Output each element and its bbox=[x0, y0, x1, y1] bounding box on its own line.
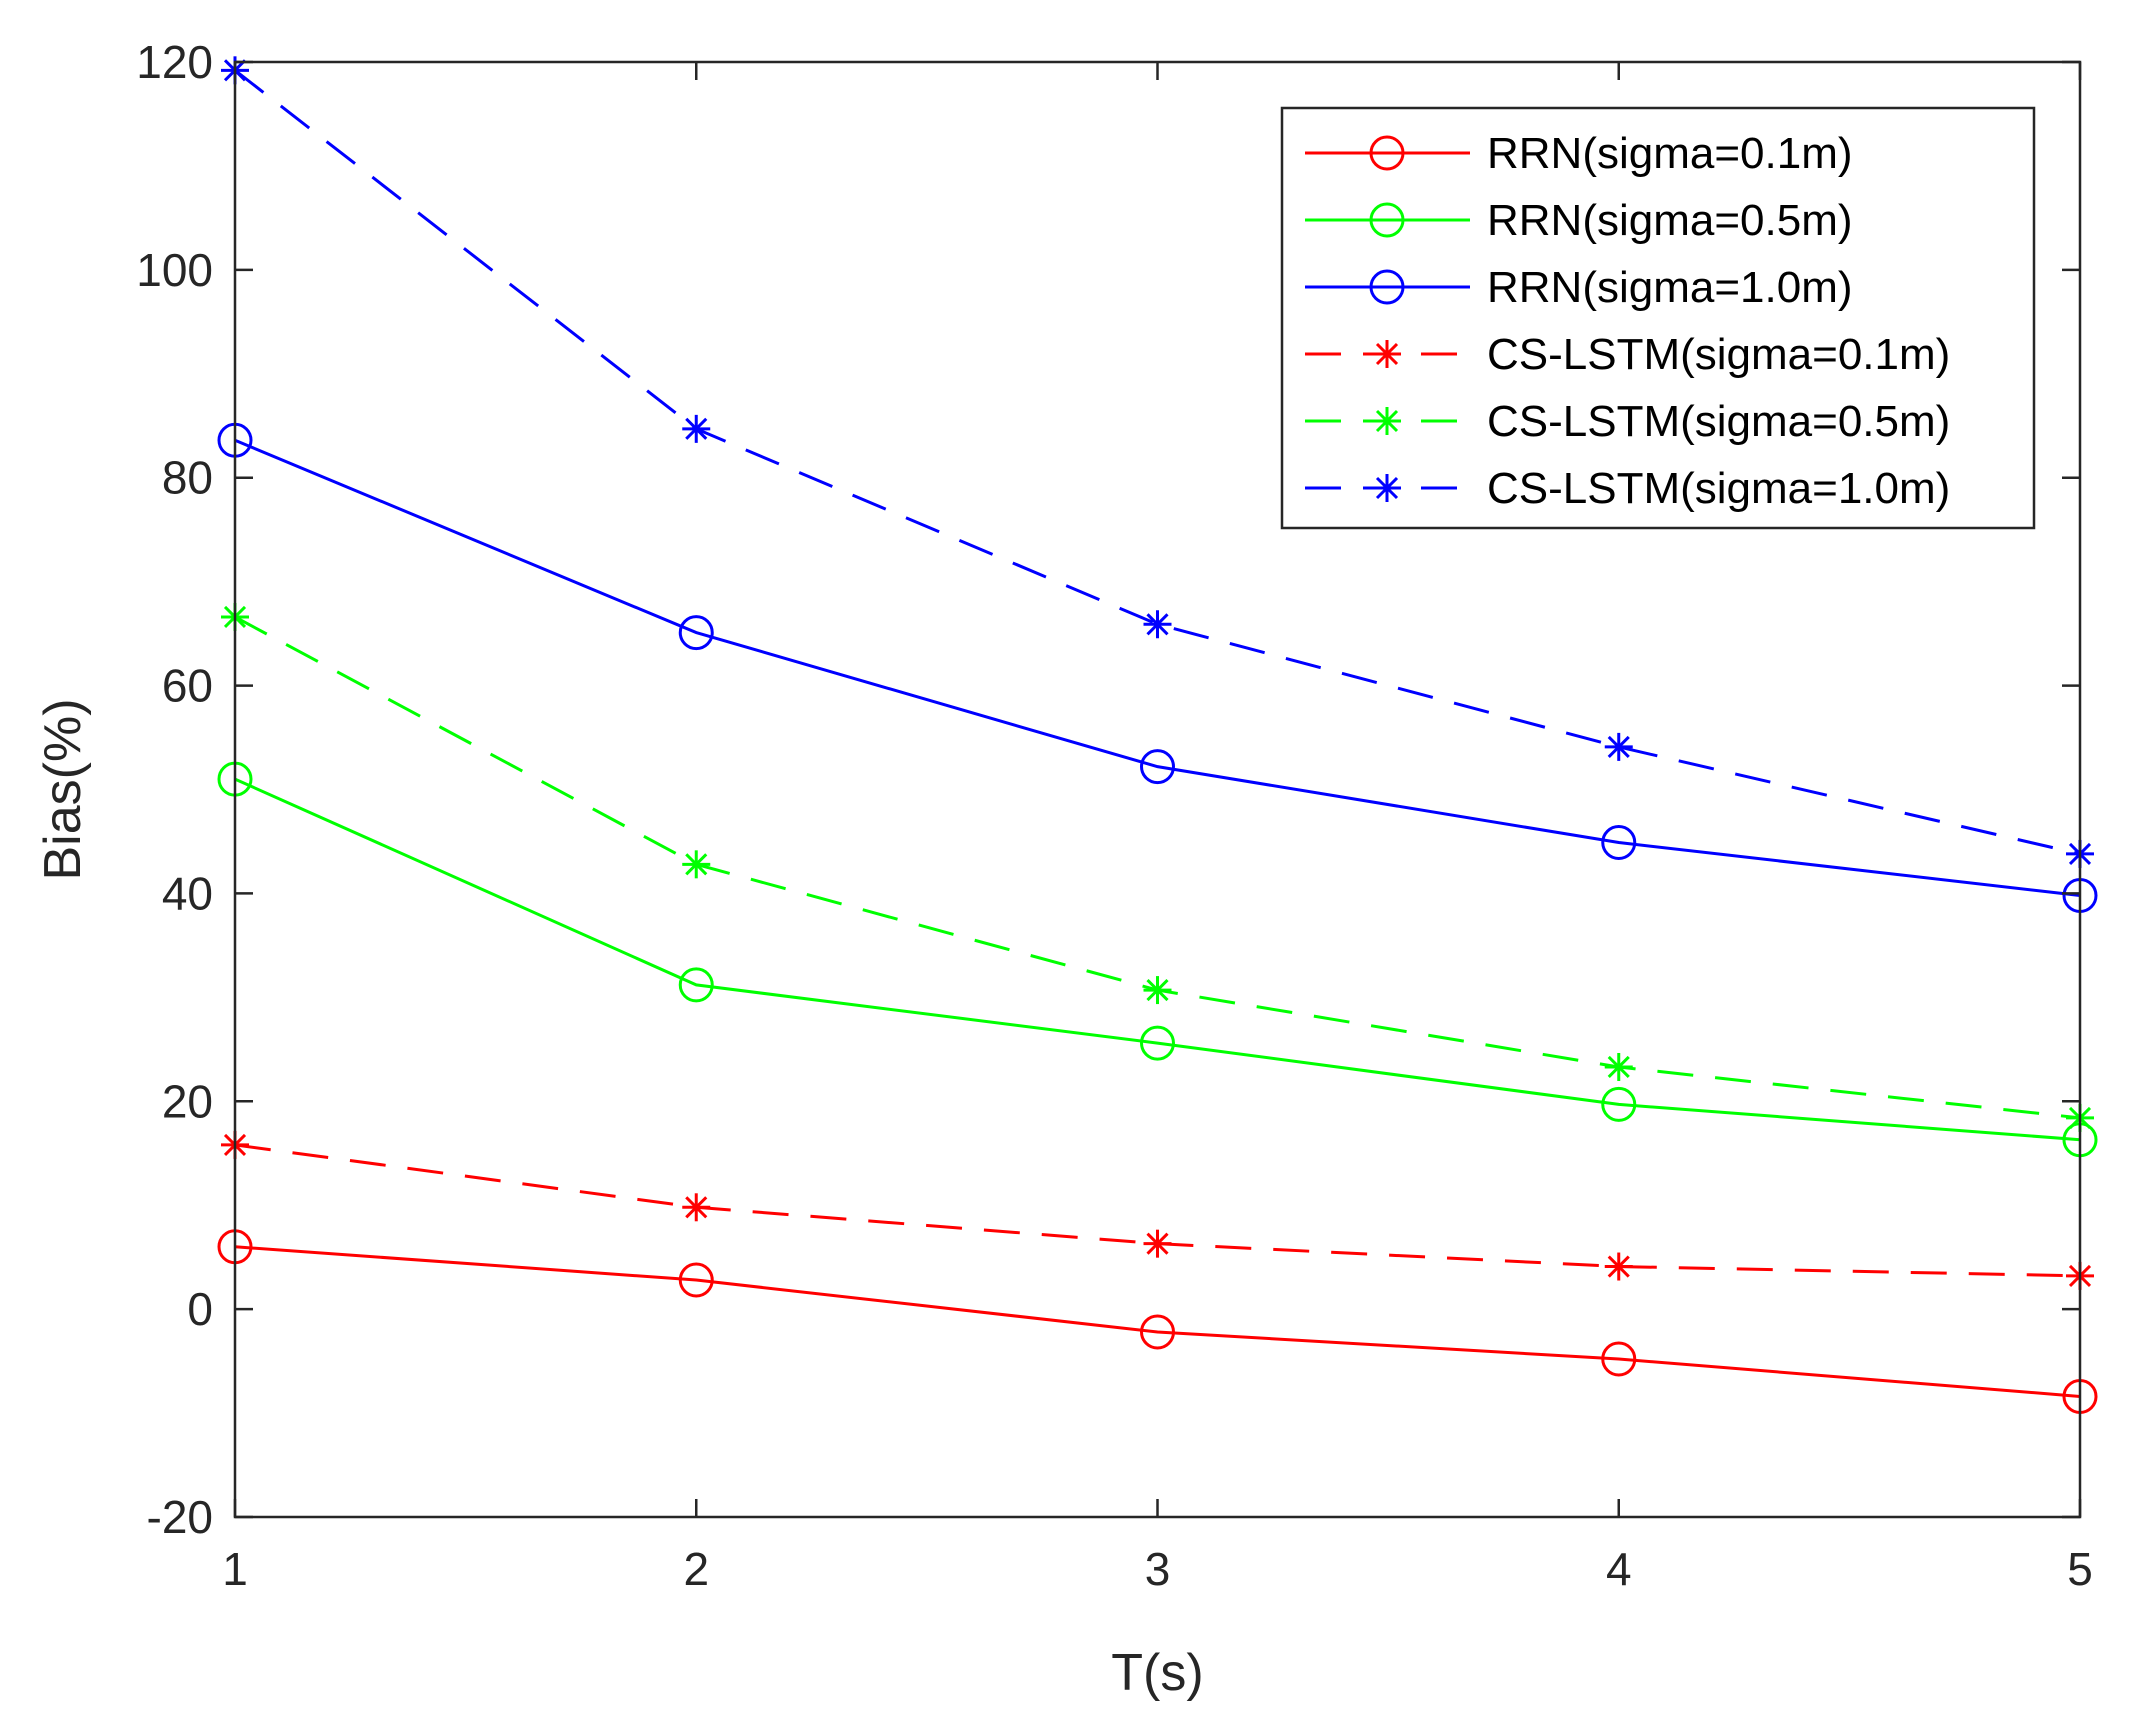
data-point-6-2 bbox=[682, 414, 711, 443]
legend-label-1: RRN(sigma=0.1m) bbox=[1487, 129, 1853, 178]
legend-label-5: CS-LSTM(sigma=0.5m) bbox=[1487, 397, 1950, 446]
legend-marker-4 bbox=[1373, 340, 1401, 368]
data-point-2-4 bbox=[1601, 1086, 1637, 1122]
data-point-1-4 bbox=[1601, 1341, 1637, 1377]
legend-box bbox=[1280, 106, 2036, 530]
y-tick-label: 0 bbox=[187, 1283, 213, 1335]
y-tick-label: 60 bbox=[162, 660, 213, 712]
x-tick-label: 4 bbox=[1606, 1543, 1632, 1595]
series-layer bbox=[217, 56, 2098, 1414]
y-axis-label: Bias(%) bbox=[34, 698, 92, 880]
legend-marker-5 bbox=[1373, 407, 1401, 435]
series-line-1 bbox=[234, 1245, 2081, 1398]
x-tick-label: 3 bbox=[1145, 1543, 1171, 1595]
data-point-6-2-stroke bbox=[685, 417, 708, 440]
data-point-1-3 bbox=[1140, 1314, 1175, 1350]
series-line-2 bbox=[234, 777, 2081, 1142]
legend-marker-3 bbox=[1369, 269, 1405, 305]
legend-marker-5-stroke bbox=[1375, 409, 1399, 433]
legend-marker-1 bbox=[1369, 135, 1405, 171]
legend-marker-6-stroke bbox=[1375, 476, 1399, 500]
data-point-1-2 bbox=[678, 1262, 714, 1298]
ticks-layer: 1 2 3 4 5 -20 0 20 40 60 80 100 120 bbox=[136, 36, 2093, 1595]
legend-marker-6 bbox=[1373, 474, 1401, 502]
axes-box bbox=[233, 60, 2082, 1519]
legend-label-3: RRN(sigma=1.0m) bbox=[1487, 263, 1853, 312]
data-point-4-2 bbox=[682, 1193, 711, 1222]
data-point-5-3 bbox=[1143, 976, 1172, 1005]
x-tick-label: 1 bbox=[222, 1543, 248, 1595]
y-tick-label: -20 bbox=[147, 1491, 213, 1543]
data-point-6-3 bbox=[1143, 610, 1172, 639]
y-tick-label: 100 bbox=[136, 244, 213, 296]
x-tick-label: 2 bbox=[683, 1543, 709, 1595]
data-point-2-3 bbox=[1140, 1025, 1175, 1061]
x-axis-label: T(s) bbox=[1111, 1644, 1203, 1702]
data-point-6-4 bbox=[1604, 732, 1633, 761]
legend: RRN(sigma=0.1m) RRN(sigma=0.5m) RRN(sigma=… bbox=[1280, 106, 2036, 530]
legend-marker-2 bbox=[1369, 202, 1405, 238]
legend-label-4: CS-LSTM(sigma=0.1m) bbox=[1487, 330, 1950, 379]
data-point-5-2-stroke bbox=[685, 853, 708, 876]
data-point-4-3-stroke bbox=[1146, 1232, 1169, 1255]
y-tick-label: 80 bbox=[162, 452, 213, 504]
legend-label-2: RRN(sigma=0.5m) bbox=[1487, 196, 1853, 245]
data-point-5-4 bbox=[1604, 1052, 1633, 1081]
legend-label-6: CS-LSTM(sigma=1.0m) bbox=[1487, 464, 1950, 513]
data-point-6-4-stroke bbox=[1607, 735, 1630, 758]
data-point-5-3-stroke bbox=[1146, 979, 1169, 1002]
data-point-4-4 bbox=[1604, 1252, 1633, 1281]
data-point-5-4-stroke bbox=[1607, 1055, 1630, 1079]
data-point-6-3-stroke bbox=[1146, 613, 1169, 636]
data-point-3-4 bbox=[1601, 825, 1637, 861]
data-point-4-3 bbox=[1143, 1229, 1172, 1258]
data-point-2-2 bbox=[678, 967, 714, 1003]
data-point-4-2-stroke bbox=[685, 1196, 708, 1219]
data-point-3-3 bbox=[1140, 749, 1175, 785]
data-point-3-2 bbox=[678, 615, 714, 651]
legend-marker-4-stroke bbox=[1375, 342, 1399, 366]
x-tick-label: 5 bbox=[2067, 1543, 2093, 1595]
y-tick-label: 40 bbox=[162, 867, 213, 919]
data-point-4-4-stroke bbox=[1607, 1255, 1630, 1278]
y-tick-label: 120 bbox=[136, 36, 213, 88]
data-point-5-2 bbox=[682, 850, 711, 879]
series-line-3 bbox=[234, 438, 2081, 897]
y-tick-label: 20 bbox=[162, 1075, 213, 1127]
